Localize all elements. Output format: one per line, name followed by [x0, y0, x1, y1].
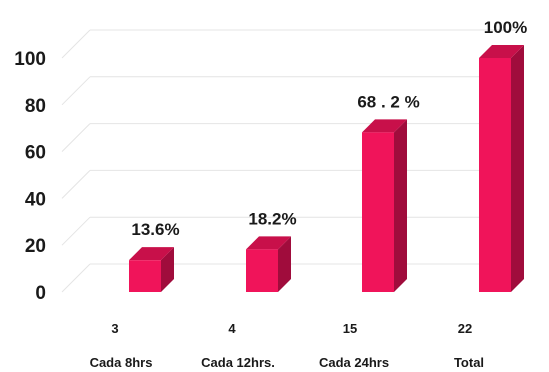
category-label: Total — [454, 355, 484, 370]
bar-side — [394, 119, 407, 292]
bar-front — [129, 260, 161, 292]
count-label: 22 — [458, 321, 472, 336]
grid-line-diagonal — [61, 170, 91, 199]
y-tick-label: 80 — [25, 96, 46, 117]
bar-top — [479, 45, 524, 58]
bar-2 — [246, 236, 291, 292]
y-tick-label: 40 — [25, 189, 46, 210]
y-tick-label: 100 — [14, 49, 46, 70]
bar-side — [278, 236, 291, 292]
grid-line-diagonal — [61, 123, 91, 152]
grid-line-diagonal — [61, 29, 91, 59]
bar-1 — [129, 247, 174, 292]
count-label: 4 — [228, 321, 236, 336]
data-label: 13.6% — [131, 220, 179, 239]
bar-top — [129, 247, 174, 261]
x-axis-labels: 3 Cada 8hrs 4 Cada 12hrs. 15 Cada 24hrs 22 Tota… — [90, 321, 484, 370]
y-tick-label: 20 — [25, 236, 46, 257]
bar-front — [479, 58, 511, 292]
bar-top — [246, 236, 291, 250]
count-label: 3 — [111, 321, 118, 336]
data-label: 18.2% — [248, 209, 296, 228]
grid-line-diagonal — [61, 76, 91, 106]
y-axis-ticks: 0 20 40 60 80 100 — [14, 49, 46, 304]
y-tick-label: 0 — [35, 283, 46, 304]
bar-3 — [362, 119, 407, 292]
y-tick-label: 60 — [25, 143, 46, 164]
bar-front — [246, 249, 278, 292]
count-label: 15 — [343, 321, 357, 336]
data-labels: 13.6% 18.2% 68 . 2 % 100% — [131, 18, 527, 239]
grid-line-diagonal — [61, 263, 91, 293]
grid-line-diagonal — [61, 216, 91, 246]
category-label: Cada 12hrs. — [201, 355, 275, 370]
bar-side — [511, 45, 524, 292]
bar-front — [362, 132, 394, 292]
bar-4 — [479, 45, 524, 292]
data-label: 68 . 2 % — [357, 92, 419, 111]
bars — [129, 45, 524, 292]
bar-side — [161, 247, 174, 292]
data-label: 100% — [484, 18, 527, 37]
bar-top — [362, 119, 407, 133]
category-label: Cada 24hrs — [319, 355, 389, 370]
category-label: Cada 8hrs — [90, 355, 153, 370]
